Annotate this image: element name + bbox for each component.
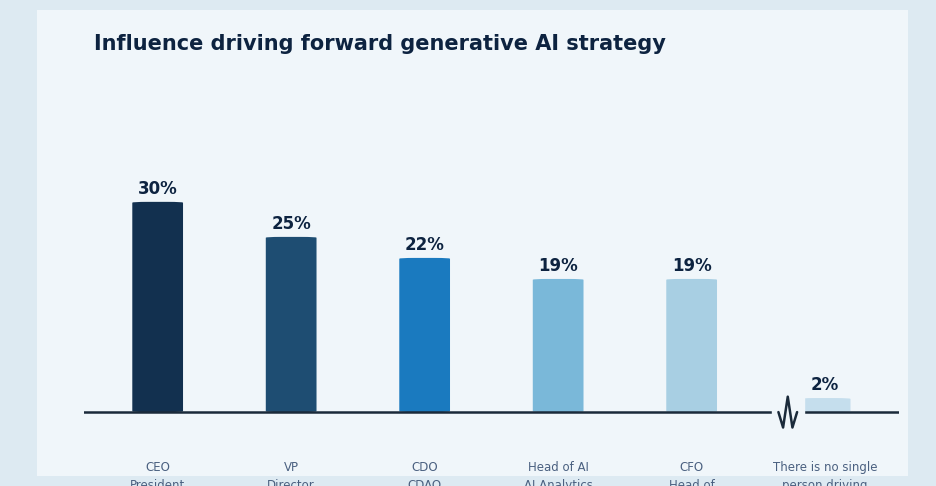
FancyBboxPatch shape: [799, 398, 851, 412]
Text: Influence driving forward generative AI strategy: Influence driving forward generative AI …: [94, 34, 665, 54]
FancyBboxPatch shape: [37, 10, 908, 476]
FancyBboxPatch shape: [666, 279, 717, 412]
Bar: [400, 258, 450, 412]
Bar: [799, 398, 851, 412]
Text: 22%: 22%: [404, 236, 445, 254]
Text: 19%: 19%: [672, 257, 711, 275]
FancyBboxPatch shape: [132, 202, 183, 412]
Bar: [266, 237, 316, 412]
Text: 2%: 2%: [811, 376, 840, 394]
Text: 30%: 30%: [138, 180, 178, 198]
Text: 19%: 19%: [538, 257, 578, 275]
Bar: [132, 202, 183, 412]
FancyBboxPatch shape: [400, 258, 450, 412]
Bar: [666, 279, 717, 412]
FancyBboxPatch shape: [533, 279, 583, 412]
FancyBboxPatch shape: [266, 237, 316, 412]
Text: 25%: 25%: [271, 215, 311, 233]
Bar: [533, 279, 583, 412]
